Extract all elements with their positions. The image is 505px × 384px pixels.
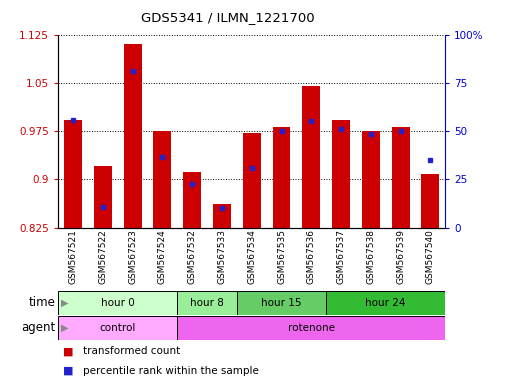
Bar — [183, 172, 200, 228]
Text: ■: ■ — [63, 346, 74, 356]
Bar — [94, 166, 112, 228]
Bar — [177, 316, 444, 340]
Text: time: time — [29, 296, 56, 310]
Text: ▶: ▶ — [61, 323, 68, 333]
Bar — [302, 86, 320, 228]
Bar — [421, 174, 438, 228]
Bar — [64, 119, 82, 228]
Bar — [331, 120, 349, 228]
Bar — [213, 204, 230, 228]
Text: percentile rank within the sample: percentile rank within the sample — [83, 366, 259, 376]
Text: transformed count: transformed count — [83, 346, 180, 356]
Bar — [326, 291, 444, 315]
Text: control: control — [99, 323, 136, 333]
Text: GDS5341 / ILMN_1221700: GDS5341 / ILMN_1221700 — [140, 12, 314, 25]
Text: hour 15: hour 15 — [261, 298, 301, 308]
Bar — [123, 44, 141, 228]
Text: hour 0: hour 0 — [100, 298, 134, 308]
Text: ■: ■ — [63, 366, 74, 376]
Text: ▶: ▶ — [61, 298, 68, 308]
Bar — [58, 291, 177, 315]
Bar — [236, 291, 326, 315]
Text: hour 8: hour 8 — [190, 298, 224, 308]
Bar — [391, 127, 409, 228]
Bar — [361, 131, 379, 228]
Text: agent: agent — [21, 321, 56, 334]
Bar — [153, 131, 171, 228]
Text: hour 24: hour 24 — [365, 298, 405, 308]
Bar — [58, 316, 177, 340]
Bar — [272, 127, 290, 228]
Bar — [177, 291, 236, 315]
Bar — [242, 133, 260, 228]
Text: rotenone: rotenone — [287, 323, 334, 333]
